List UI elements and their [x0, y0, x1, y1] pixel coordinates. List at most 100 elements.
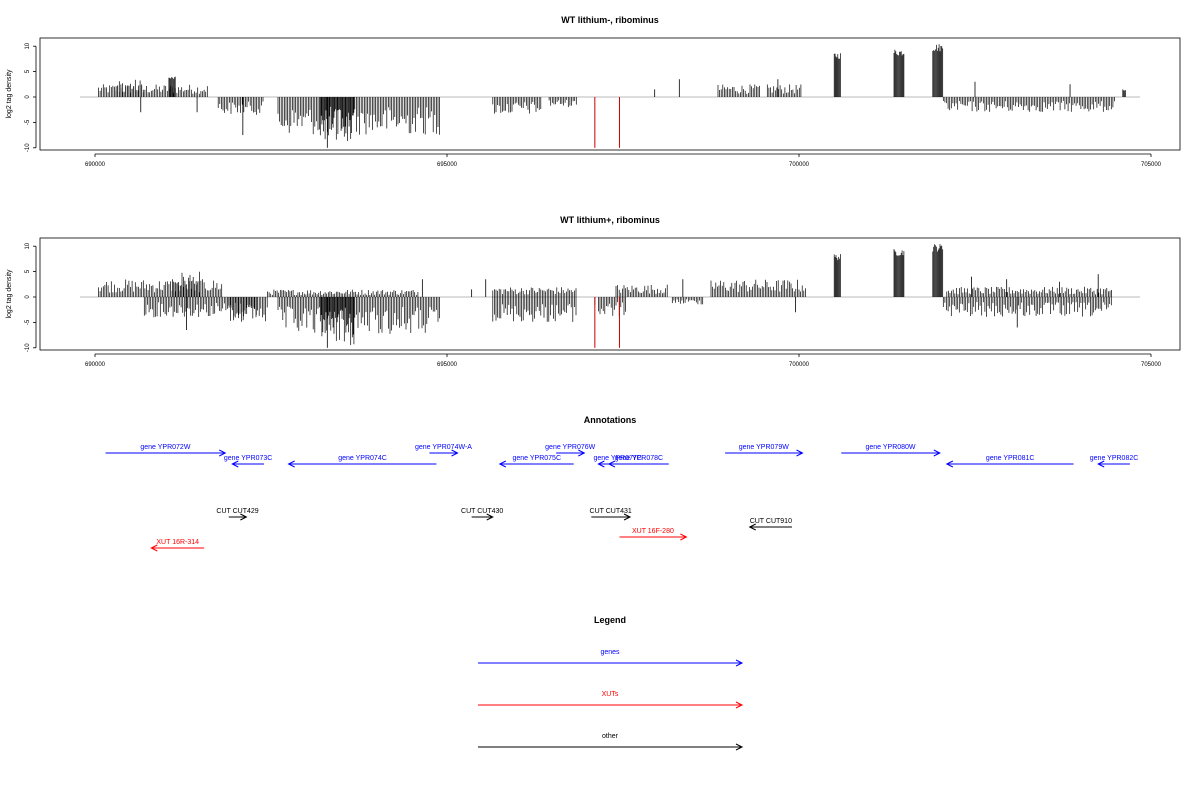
legend-label: genes — [600, 649, 620, 656]
x-tick-label: 705000 — [1141, 362, 1162, 368]
y-tick-label: 0 — [25, 95, 31, 99]
annotation-other: CUT CUT910 — [748, 518, 792, 531]
arrow-head — [735, 659, 744, 667]
y-tick-label: 5 — [25, 69, 31, 73]
arrow-head — [597, 460, 605, 468]
annotation-label: CUT CUT429 — [216, 508, 258, 515]
annotation-items: gene YPR072W gene YPR073C gene YPR074C gene… — [105, 444, 1139, 552]
arrow-head — [623, 513, 632, 521]
annotation-gene: gene YPR074C — [287, 455, 437, 468]
panel-title: WT lithium-, ribominus — [561, 15, 659, 25]
arrow-head — [578, 449, 586, 457]
annotation-gene: gene YPR081C — [945, 455, 1074, 468]
annotation-gene: gene YPR076W — [545, 444, 596, 457]
arrow-head — [486, 513, 494, 521]
annotation-gene: gene YPR075C — [498, 455, 574, 468]
annotation-label: gene YPR075C — [512, 455, 561, 462]
annotation-gene: gene YPR078C — [607, 455, 669, 468]
arrow-head — [735, 743, 744, 751]
annotation-label: gene YPR080W — [865, 444, 915, 451]
annotation-label: CUT CUT430 — [461, 508, 503, 515]
annotation-gene: gene YPR074W-A — [415, 444, 472, 457]
annotation-label: gene YPR078C — [615, 455, 664, 462]
annotation-gene: gene YPR082C — [1090, 455, 1139, 468]
y-axis: 10 5 0 -5 -10 — [25, 42, 37, 152]
arrow-head — [933, 449, 941, 457]
x-tick-label: 690000 — [85, 362, 106, 368]
annotation-label: gene YPR081C — [986, 455, 1035, 462]
annotation-other: CUT CUT429 — [216, 508, 259, 521]
arrow-head — [607, 460, 616, 468]
annotation-label: gene YPR072W — [140, 444, 190, 451]
arrow-head — [231, 460, 239, 468]
y-axis-label: log2 tag density — [6, 69, 13, 119]
annotation-label: CUT CUT431 — [590, 508, 632, 515]
annotation-label: gene YPR076W — [545, 444, 595, 451]
track-panel-lithium-minus: WT lithium-, ribominus log2 tag density … — [6, 15, 1181, 168]
annotation-other: CUT CUT430 — [461, 508, 503, 521]
legend-label: other — [602, 733, 619, 740]
arrow-head — [451, 449, 459, 457]
arrow-head — [748, 523, 756, 531]
arrow-head — [240, 513, 248, 521]
y-tick-label: -5 — [25, 119, 31, 125]
arrow-head — [735, 701, 744, 709]
arrow-head — [796, 449, 804, 457]
bars — [80, 44, 1140, 148]
annotation-label: gene YPR079W — [739, 444, 789, 451]
y-tick-label: 0 — [25, 295, 31, 299]
x-tick-label: 700000 — [789, 362, 810, 368]
annotation-label: gene YPR077C — [593, 455, 642, 462]
x-tick-label: 690000 — [85, 162, 106, 168]
annotation-other: CUT CUT431 — [590, 508, 632, 521]
annotation-label: XUT 16F-280 — [632, 528, 674, 535]
annotation-gene: gene YPR080W — [841, 444, 941, 457]
annotation-label: gene YPR074C — [338, 455, 387, 462]
y-tick-label: -5 — [25, 319, 31, 325]
legend-item-xut: XUTs — [478, 691, 744, 709]
y-tick-label: 10 — [25, 242, 31, 249]
arrow-head — [1097, 460, 1105, 468]
y-tick-label: 10 — [25, 42, 31, 49]
track-panel-lithium-plus: WT lithium+, ribominus log2 tag density … — [6, 215, 1181, 368]
annotation-xut: XUT 16R-314 — [150, 539, 205, 552]
arrow-head — [680, 533, 688, 541]
arrow-head — [150, 544, 158, 552]
panel-title: WT lithium+, ribominus — [560, 215, 660, 225]
legend: Legend genes XUTs other — [478, 615, 744, 751]
arrow-head — [287, 460, 295, 468]
annotation-xut: XUT 16F-280 — [619, 528, 688, 541]
y-tick-label: 5 — [25, 269, 31, 273]
annotation-label: XUT 16R-314 — [156, 539, 199, 546]
x-tick-label: 705000 — [1141, 162, 1162, 168]
x-axis: 690000 695000 700000 705000 — [85, 353, 1162, 368]
x-tick-label: 695000 — [437, 162, 458, 168]
annotation-gene: gene YPR079W — [725, 444, 804, 457]
x-axis: 690000 695000 700000 705000 — [85, 153, 1162, 168]
y-axis: 10 5 0 -5 -10 — [25, 242, 37, 352]
x-tick-label: 695000 — [437, 362, 458, 368]
annotations-title: Annotations — [584, 415, 637, 425]
y-tick-label: -10 — [25, 143, 31, 152]
y-axis-label: log2 tag density — [6, 269, 13, 319]
legend-item-gene: genes — [478, 649, 744, 667]
annotation-gene: gene YPR072W — [105, 444, 227, 457]
annotation-gene: gene YPR073C — [224, 455, 273, 468]
annotation-label: gene YPR073C — [224, 455, 273, 462]
y-tick-label: -10 — [25, 343, 31, 352]
annotation-label: CUT CUT910 — [750, 518, 792, 525]
arrow-head — [219, 449, 227, 457]
legend-label: XUTs — [602, 691, 619, 698]
plot-frame — [39, 37, 1181, 151]
arrow-head — [945, 460, 954, 468]
x-tick-label: 700000 — [789, 162, 810, 168]
legend-title: Legend — [594, 615, 626, 625]
annotation-label: gene YPR082C — [1090, 455, 1139, 462]
legend-items: genes XUTs other — [478, 649, 744, 751]
plot-frame — [39, 237, 1181, 351]
arrow-head — [498, 460, 507, 468]
bars — [80, 244, 1140, 348]
legend-item-other: other — [478, 733, 744, 751]
